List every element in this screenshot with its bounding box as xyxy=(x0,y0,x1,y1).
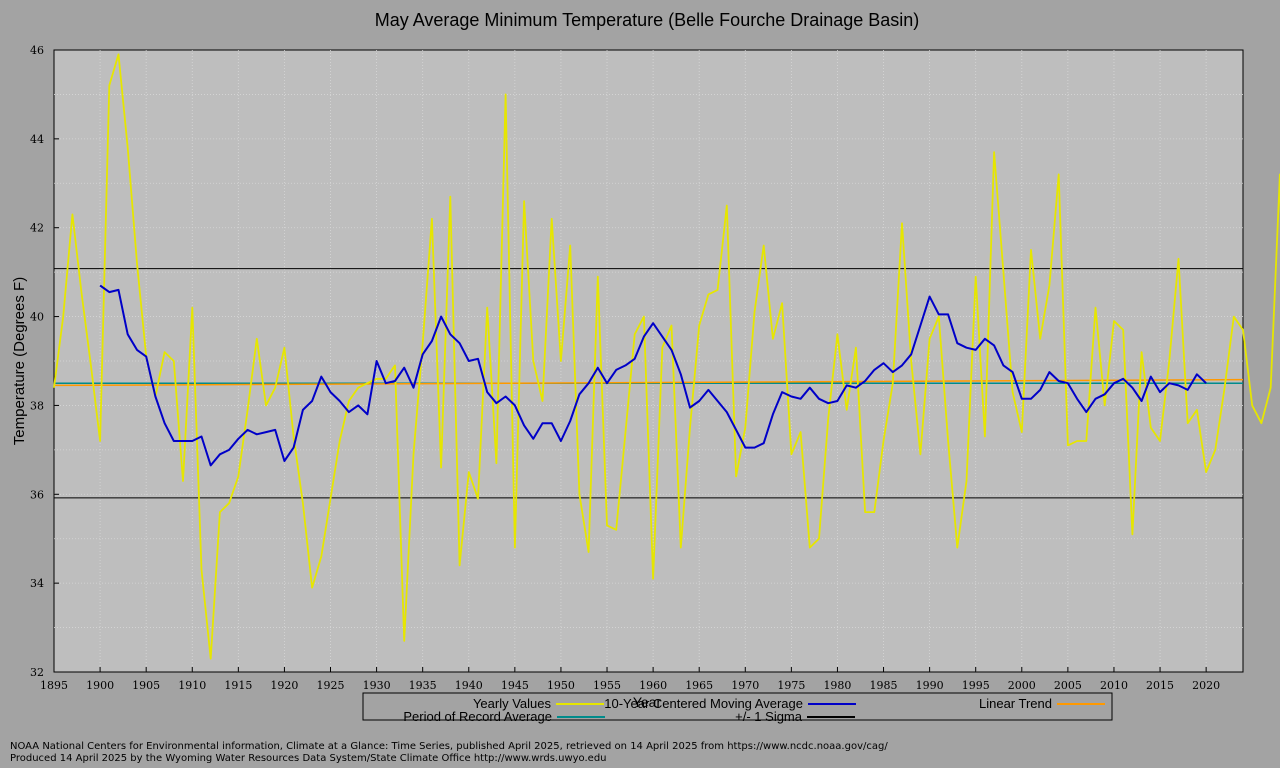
legend-label: Linear Trend xyxy=(979,696,1052,711)
x-tick-label: 1975 xyxy=(777,679,805,692)
x-tick-label: 1920 xyxy=(270,679,298,692)
grid xyxy=(54,50,1243,672)
series-layer xyxy=(53,53,1280,660)
y-tick-label: 44 xyxy=(30,133,44,146)
moving-average-line xyxy=(99,284,1207,467)
credit-line-1: NOAA National Centers for Environmental … xyxy=(10,741,888,752)
y-axis-label: Temperature (Degrees F) xyxy=(11,277,28,445)
legend-box xyxy=(362,692,1113,721)
x-tick-label: 1940 xyxy=(455,679,483,692)
legend-label: +/- 1 Sigma xyxy=(735,709,803,724)
chart-title: May Average Minimum Temperature (Belle F… xyxy=(375,10,920,30)
y-tick-label: 36 xyxy=(30,488,44,501)
x-tick-label: 1925 xyxy=(317,679,345,692)
legend-label: Yearly Values xyxy=(473,696,552,711)
y-tick-label: 38 xyxy=(30,399,44,412)
credit-line-2: Produced 14 April 2025 by the Wyoming Wa… xyxy=(10,753,607,764)
legend-label: Period of Record Average xyxy=(403,709,552,724)
x-tick-label: 1930 xyxy=(363,679,391,692)
x-tick-label: 1980 xyxy=(823,679,851,692)
x-tick-label: 1945 xyxy=(501,679,529,692)
axes: 1895 1900 1905 1910 1915 1920 1925 1930 1935 1940… xyxy=(30,44,1220,692)
x-tick-label: 1985 xyxy=(870,679,898,692)
x-tick-label: 2015 xyxy=(1146,679,1174,692)
x-tick-label: 1915 xyxy=(224,679,252,692)
legend: Yearly Values 10-Year Centered Moving Ave… xyxy=(362,692,1113,724)
x-tick-label: 1895 xyxy=(40,679,68,692)
y-tick-label: 40 xyxy=(30,311,44,324)
y-tick-label: 46 xyxy=(30,44,44,57)
x-tick-label: 1960 xyxy=(639,679,667,692)
x-tick-label: 2005 xyxy=(1054,679,1082,692)
y-tick-label: 34 xyxy=(30,577,44,590)
x-tick-label: 2010 xyxy=(1100,679,1128,692)
x-tick-label: 1910 xyxy=(178,679,206,692)
x-tick-label: 2000 xyxy=(1008,679,1036,692)
x-tick-label: 1995 xyxy=(962,679,990,692)
x-tick-label: 2020 xyxy=(1192,679,1220,692)
x-tick-label: 1950 xyxy=(547,679,575,692)
y-tick-label: 32 xyxy=(30,666,44,679)
x-axis-label: Year xyxy=(633,694,662,710)
legend-label: 10-Year Centered Moving Average xyxy=(604,696,803,711)
x-tick-label: 1970 xyxy=(731,679,759,692)
x-tick-label: 1905 xyxy=(132,679,160,692)
x-tick-label: 1990 xyxy=(916,679,944,692)
x-tick-label: 1965 xyxy=(685,679,713,692)
y-tick-label: 42 xyxy=(30,222,44,235)
yearly-values-line xyxy=(53,53,1280,660)
x-tick-label: 1955 xyxy=(593,679,621,692)
x-tick-label: 1935 xyxy=(409,679,437,692)
x-tick-label: 1900 xyxy=(86,679,114,692)
